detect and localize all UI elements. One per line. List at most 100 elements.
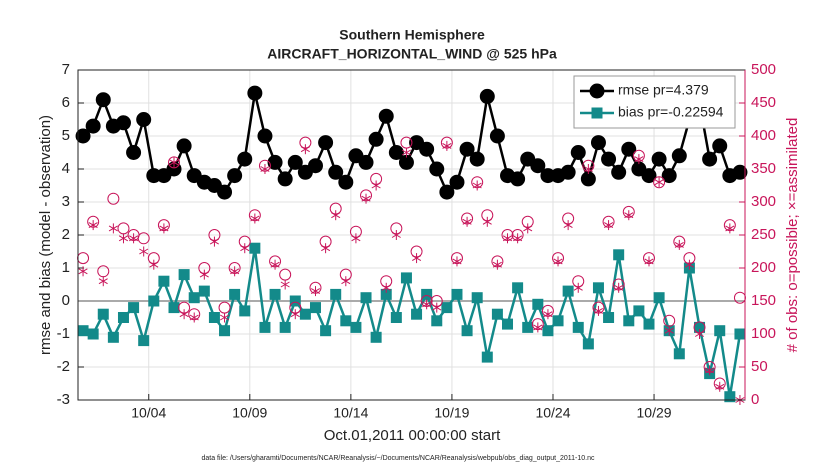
marker-shape bbox=[654, 179, 664, 186]
y2-tick-label: 400 bbox=[751, 127, 776, 144]
marker-shape bbox=[563, 222, 573, 229]
marker-shape bbox=[449, 174, 465, 190]
marker-shape bbox=[715, 383, 725, 390]
marker-shape bbox=[489, 128, 505, 144]
marker bbox=[601, 151, 617, 167]
marker bbox=[661, 168, 677, 184]
marker-shape bbox=[694, 321, 706, 333]
marker-shape bbox=[138, 335, 150, 347]
marker bbox=[368, 131, 384, 147]
marker-shape bbox=[431, 315, 443, 327]
marker-shape bbox=[633, 305, 645, 317]
marker-shape bbox=[371, 182, 381, 189]
marker-shape bbox=[129, 235, 139, 242]
marker-shape bbox=[179, 311, 189, 318]
marker-shape bbox=[570, 145, 586, 160]
marker-shape bbox=[452, 258, 462, 265]
marker bbox=[136, 112, 152, 127]
marker-shape bbox=[168, 302, 180, 314]
marker bbox=[702, 151, 718, 167]
marker bbox=[380, 288, 392, 300]
marker-shape bbox=[582, 338, 594, 350]
marker-shape bbox=[199, 271, 209, 278]
marker-shape bbox=[137, 232, 150, 245]
marker bbox=[705, 365, 715, 376]
marker bbox=[358, 154, 374, 170]
marker-shape bbox=[168, 156, 181, 169]
marker bbox=[714, 325, 726, 337]
marker bbox=[88, 220, 98, 231]
marker-shape bbox=[219, 314, 230, 321]
marker-shape bbox=[491, 308, 503, 320]
marker-shape bbox=[461, 325, 473, 337]
marker bbox=[401, 147, 411, 158]
marker-shape bbox=[471, 292, 483, 304]
marker bbox=[230, 266, 240, 277]
marker-shape bbox=[432, 304, 442, 311]
marker-shape bbox=[552, 315, 564, 327]
marker-shape bbox=[644, 258, 654, 265]
marker-shape bbox=[321, 245, 331, 252]
marker bbox=[208, 312, 220, 323]
marker-shape bbox=[673, 348, 685, 360]
marker-shape bbox=[75, 128, 91, 144]
marker bbox=[277, 171, 293, 187]
footnote: data file: /Users/gharamti/Documents/NCA… bbox=[201, 455, 595, 462]
marker-shape bbox=[621, 141, 637, 157]
marker-shape bbox=[614, 284, 624, 291]
marker bbox=[591, 107, 603, 119]
y2-tick-label: 450 bbox=[751, 94, 776, 111]
y-axis-label: rmse and bias (model - observation) bbox=[37, 115, 54, 355]
marker bbox=[78, 266, 88, 277]
y2-tick-label: 300 bbox=[751, 193, 776, 210]
marker-shape bbox=[370, 331, 382, 343]
marker bbox=[351, 233, 361, 244]
marker-shape bbox=[459, 141, 475, 157]
marker bbox=[77, 325, 89, 337]
marker-shape bbox=[328, 164, 344, 180]
marker bbox=[390, 312, 402, 323]
marker-shape bbox=[532, 298, 544, 310]
marker bbox=[360, 292, 372, 304]
marker-shape bbox=[176, 138, 192, 154]
marker-shape bbox=[115, 115, 131, 131]
x-tick-label: 10/09 bbox=[232, 405, 267, 421]
marker-shape bbox=[331, 212, 341, 219]
chart-subtitle: AIRCRAFT_HORIZONTAL_WIND @ 525 hPa bbox=[267, 46, 557, 62]
marker-shape bbox=[270, 261, 280, 268]
marker bbox=[257, 128, 273, 144]
marker bbox=[432, 302, 442, 313]
marker bbox=[259, 321, 271, 333]
marker bbox=[229, 288, 241, 300]
marker bbox=[85, 118, 101, 134]
marker bbox=[592, 282, 604, 294]
marker bbox=[128, 302, 140, 314]
y-tick-label: 3 bbox=[62, 193, 70, 210]
marker-shape bbox=[643, 318, 655, 330]
marker-shape bbox=[310, 288, 321, 295]
marker-shape bbox=[249, 242, 261, 254]
marker bbox=[664, 325, 674, 336]
marker-shape bbox=[624, 212, 634, 219]
marker-shape bbox=[522, 321, 534, 333]
x-tick-label: 10/14 bbox=[333, 405, 368, 421]
marker bbox=[371, 180, 381, 191]
marker bbox=[644, 256, 654, 267]
marker-shape bbox=[653, 176, 666, 189]
marker bbox=[280, 279, 290, 290]
marker-shape bbox=[309, 302, 321, 314]
legend-label: bias pr=-0.22594 bbox=[618, 104, 724, 120]
marker-shape bbox=[381, 284, 391, 291]
marker bbox=[563, 220, 573, 231]
marker-shape bbox=[725, 225, 735, 232]
marker-shape bbox=[209, 238, 219, 245]
marker-shape bbox=[653, 292, 665, 304]
marker-shape bbox=[502, 235, 513, 242]
marker-shape bbox=[573, 284, 583, 291]
marker-shape bbox=[611, 164, 627, 180]
y-tick-label: 4 bbox=[62, 160, 70, 177]
marker bbox=[634, 154, 644, 165]
marker-shape bbox=[368, 131, 384, 147]
marker-shape bbox=[401, 149, 411, 156]
marker bbox=[129, 233, 139, 244]
